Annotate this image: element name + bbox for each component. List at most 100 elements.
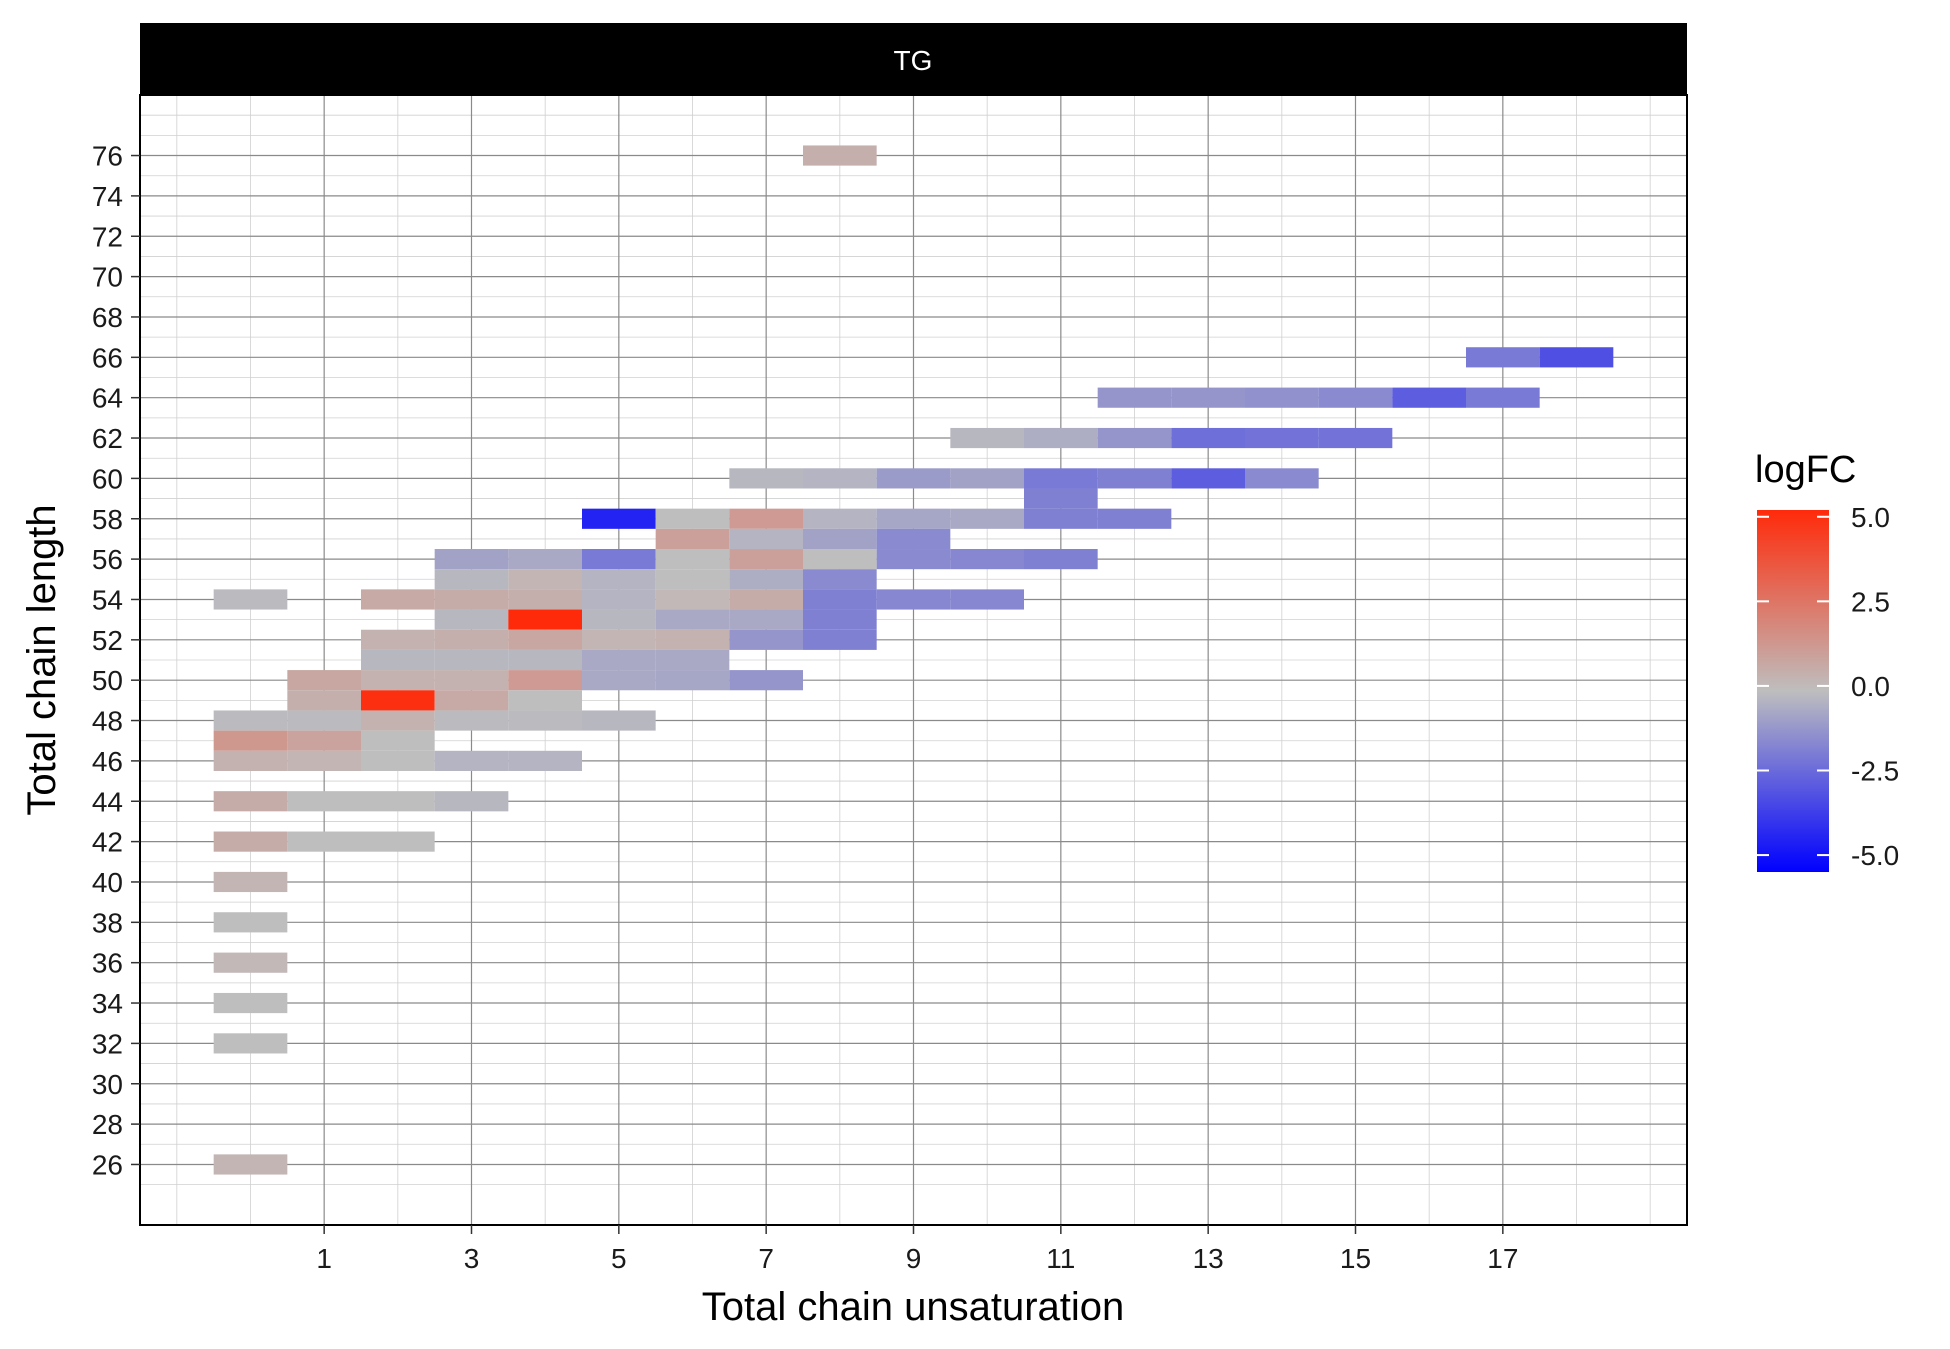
heatmap-cell [434,629,509,650]
x-tick-label: 3 [464,1243,480,1274]
heatmap-cell [1392,387,1466,408]
heatmap-cell [582,549,656,570]
y-tick-label: 76 [92,141,123,172]
heatmap-cell [1466,347,1540,368]
heatmap-cells [213,145,1614,1175]
heatmap-cell [1245,427,1319,449]
heatmap-cell [1024,549,1098,570]
y-tick-label: 58 [92,504,123,535]
legend-tick-label: -2.5 [1851,756,1899,787]
heatmap-cell [1024,488,1098,509]
heatmap-cell [729,508,803,529]
y-tick-label: 62 [92,423,123,454]
heatmap-cell [287,730,361,751]
heatmap-cell [655,549,730,570]
heatmap-cell [1171,427,1245,449]
heatmap-cell [803,609,877,630]
x-axis: 1 3 5 7 9 11 13 15 17 [316,1225,1518,1274]
heatmap-cell [876,508,951,529]
heatmap-cell [213,589,288,610]
heatmap-cell [434,670,509,691]
heatmap-cell [950,549,1024,570]
heatmap-cell [434,750,509,771]
y-tick-label: 28 [92,1109,123,1140]
heatmap-cell [582,569,656,590]
y-tick-label: 52 [92,625,123,656]
heatmap-cell [434,589,509,610]
heatmap-cell [655,508,730,529]
heatmap-cell [361,589,435,610]
heatmap-cell [361,690,435,711]
heatmap-cell [361,750,435,771]
heatmap-cell [950,508,1024,529]
y-tick-label: 54 [92,584,123,615]
heatmap-cell [655,629,730,650]
heatmap-cell [1024,508,1098,529]
heatmap-cell [434,549,509,570]
heatmap-cell [655,569,730,590]
heatmap-cell [950,468,1024,489]
heatmap-cell [582,670,656,691]
y-tick-label: 72 [92,221,123,252]
legend-ticks: 5.0 2.5 0.0 -2.5 -5.0 [1757,502,1899,871]
y-tick-label: 26 [92,1149,123,1180]
heatmap-cell [287,750,361,771]
heatmap-cell [434,791,509,812]
heatmap-cell [508,670,582,691]
heatmap-cell [213,750,288,771]
heatmap-cell [508,589,582,610]
legend-tick-label: -5.0 [1851,840,1899,871]
heatmap-cell [213,1154,288,1175]
heatmap-cell [950,589,1024,610]
heatmap-cell [582,649,656,671]
heatmap-cell [729,629,803,650]
heatmap-cell [1024,468,1098,489]
heatmap-cell [213,871,288,893]
heatmap-cell [729,670,803,691]
x-tick-label: 15 [1340,1243,1371,1274]
heatmap-cell [1245,387,1319,408]
heatmap-cell [213,992,288,1014]
heatmap-cell [213,952,288,973]
y-tick-label: 66 [92,342,123,373]
heatmap-cell [803,528,877,550]
heatmap-cell [213,831,288,852]
x-tick-label: 17 [1487,1243,1518,1274]
heatmap-cell [582,629,656,650]
y-tick-label: 38 [92,907,123,938]
y-tick-label: 50 [92,665,123,696]
heatmap-cell [1024,427,1098,449]
heatmap-cell [434,690,509,711]
heatmap-cell [729,468,803,489]
heatmap-cell [803,508,877,529]
heatmap-cell [803,629,877,650]
legend-tick-label: 0.0 [1851,671,1890,702]
y-tick-label: 40 [92,867,123,898]
y-tick-label: 70 [92,262,123,293]
heatmap-cell [434,569,509,590]
heatmap-cell [287,831,361,852]
heatmap-cell [582,508,656,529]
legend-title: logFC [1755,449,1856,491]
heatmap-cell [287,791,361,812]
heatmap-cell [655,528,730,550]
heatmap-cell [1097,387,1172,408]
heatmap-cell [582,710,656,731]
x-tick-label: 5 [611,1243,627,1274]
heatmap-cell [655,589,730,610]
y-axis-title: Total chain length [20,504,64,815]
x-tick-label: 11 [1046,1243,1075,1274]
legend-tick-label: 5.0 [1851,502,1890,533]
heatmap-cell [508,690,582,711]
y-tick-label: 34 [92,988,123,1019]
y-tick-label: 44 [92,786,123,817]
heatmap-cell [508,549,582,570]
heatmap-cell [1539,347,1614,368]
heatmap-cell [434,609,509,630]
heatmap-cell [876,528,951,550]
heatmap-cell [729,589,803,610]
heatmap-cell [508,629,582,650]
heatmap-cell [803,589,877,610]
heatmap-cell [508,750,582,771]
